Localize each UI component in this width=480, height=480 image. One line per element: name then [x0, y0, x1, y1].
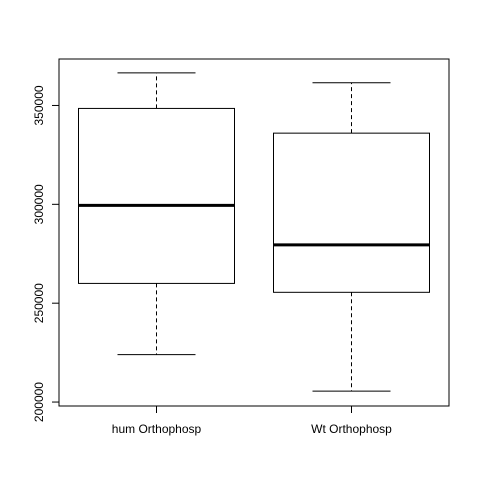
y-axis: 200000 250000 300000 350000 [32, 85, 60, 422]
x-axis: hum Orthophosp Wt Orthophosp [112, 406, 392, 436]
plot-frame [58, 58, 450, 407]
x-tick-label: hum Orthophosp [112, 422, 202, 436]
box-1 [273, 82, 430, 392]
y-tick-label: 250000 [32, 283, 46, 323]
box-0 [78, 72, 235, 356]
y-tick-label: 350000 [32, 85, 46, 125]
box-iqr [78, 107, 235, 284]
boxes-group [78, 72, 430, 392]
y-tick-label: 300000 [32, 184, 46, 224]
box-iqr [273, 132, 430, 293]
x-tick-label: Wt Orthophosp [311, 422, 392, 436]
y-tick-label: 200000 [32, 382, 46, 422]
